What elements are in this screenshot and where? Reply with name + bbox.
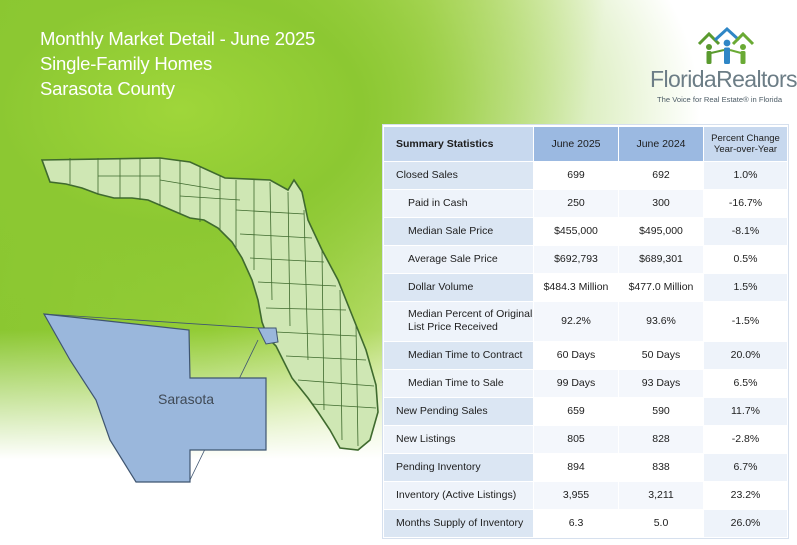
row-prior: 828 <box>618 424 704 454</box>
row-current: $484.3 Million <box>533 272 619 302</box>
row-change: -16.7% <box>703 188 788 218</box>
table-row: Median Sale Price $455,000 $495,000 -8.1… <box>383 216 788 246</box>
header-june-2025: June 2025 <box>533 125 619 162</box>
row-prior: 838 <box>618 452 704 482</box>
table-row: Inventory (Active Listings) 3,955 3,211 … <box>383 480 788 510</box>
row-change: 11.7% <box>703 396 788 426</box>
table-row: Closed Sales 699 692 1.0% <box>383 160 788 190</box>
row-label: Inventory (Active Listings) <box>383 480 534 510</box>
row-label: Dollar Volume <box>383 272 534 302</box>
florida-realtors-logo: FloridaRealtors® The Voice for Real Esta… <box>650 26 797 108</box>
row-change: 23.2% <box>703 480 788 510</box>
row-label: Pending Inventory <box>383 452 534 482</box>
row-prior: 93 Days <box>618 368 704 398</box>
row-label: New Pending Sales <box>383 396 534 426</box>
row-prior: $477.0 Million <box>618 272 704 302</box>
table-header-row: Summary Statistics June 2025 June 2024 P… <box>383 125 788 162</box>
row-change: 20.0% <box>703 340 788 370</box>
florida-state-shape <box>40 157 379 451</box>
report-title: Monthly Market Detail - June 2025 Single… <box>40 26 315 101</box>
row-label: Median Percent of Original List Price Rec… <box>383 300 534 342</box>
table-row: New Listings 805 828 -2.8% <box>383 424 788 454</box>
row-label: Median Time to Contract <box>383 340 534 370</box>
row-current: 805 <box>533 424 619 454</box>
row-label: Paid in Cash <box>383 188 534 218</box>
row-prior: $689,301 <box>618 244 704 274</box>
row-label: Months Supply of Inventory <box>383 508 534 538</box>
row-change: 26.0% <box>703 508 788 538</box>
summary-statistics-table: Summary Statistics June 2025 June 2024 P… <box>383 125 788 538</box>
row-change: -8.1% <box>703 216 788 246</box>
table-row: Months Supply of Inventory 6.3 5.0 26.0% <box>383 508 788 538</box>
header-percent-change: Percent Change Year-over-Year <box>703 125 788 162</box>
row-prior: 3,211 <box>618 480 704 510</box>
table-row: Dollar Volume $484.3 Million $477.0 Mill… <box>383 272 788 302</box>
county-label: Sarasota <box>158 391 215 407</box>
row-change: -2.8% <box>703 424 788 454</box>
row-prior: 300 <box>618 188 704 218</box>
row-change: 6.5% <box>703 368 788 398</box>
table-row: Paid in Cash 250 300 -16.7% <box>383 188 788 218</box>
houses-people-icon <box>697 26 755 64</box>
row-prior: 590 <box>618 396 704 426</box>
sarasota-county-enlarged <box>42 313 267 483</box>
logo-tagline: The Voice for Real Estate® in Florida <box>657 95 783 104</box>
row-current: 894 <box>533 452 619 482</box>
title-line-1: Monthly Market Detail - June 2025 <box>40 28 316 49</box>
table-row: Pending Inventory 894 838 6.7% <box>383 452 788 482</box>
row-label: Median Time to Sale <box>383 368 534 398</box>
row-prior: 93.6% <box>618 300 704 342</box>
row-current: 6.3 <box>533 508 619 538</box>
row-current: 659 <box>533 396 619 426</box>
header-june-2024: June 2024 <box>618 125 704 162</box>
row-prior: $495,000 <box>618 216 704 246</box>
table-row: Median Percent of Original List Price Rec… <box>383 300 788 342</box>
row-current: 99 Days <box>533 368 619 398</box>
row-prior: 5.0 <box>618 508 704 538</box>
table-row: Average Sale Price $692,793 $689,301 0.5… <box>383 244 788 274</box>
row-change: -1.5% <box>703 300 788 342</box>
row-current: 699 <box>533 160 619 190</box>
florida-county-map <box>40 157 379 451</box>
title-line-3: Sarasota County <box>40 78 175 99</box>
table-row: Median Time to Contract 60 Days 50 Days … <box>383 340 788 370</box>
row-label: Average Sale Price <box>383 244 534 274</box>
table-row: New Pending Sales 659 590 11.7% <box>383 396 788 426</box>
row-label: Median Sale Price <box>383 216 534 246</box>
row-change: 6.7% <box>703 452 788 482</box>
row-current: 92.2% <box>533 300 619 342</box>
row-prior: 50 Days <box>618 340 704 370</box>
row-change: 1.5% <box>703 272 788 302</box>
sarasota-county-small <box>257 327 279 345</box>
table-frame <box>382 124 789 539</box>
row-label: Closed Sales <box>383 160 534 190</box>
logo-wordmark: FloridaRealtors® <box>650 66 797 92</box>
row-change: 0.5% <box>703 244 788 274</box>
county-boundaries <box>69 158 377 447</box>
row-current: $455,000 <box>533 216 619 246</box>
row-current: $692,793 <box>533 244 619 274</box>
title-line-2: Single-Family Homes <box>40 53 212 74</box>
row-current: 250 <box>533 188 619 218</box>
header-summary-statistics: Summary Statistics <box>383 125 534 162</box>
row-prior: 692 <box>618 160 704 190</box>
table-row: Median Time to Sale 99 Days 93 Days 6.5% <box>383 368 788 398</box>
row-label: New Listings <box>383 424 534 454</box>
row-change: 1.0% <box>703 160 788 190</box>
row-current: 60 Days <box>533 340 619 370</box>
row-current: 3,955 <box>533 480 619 510</box>
